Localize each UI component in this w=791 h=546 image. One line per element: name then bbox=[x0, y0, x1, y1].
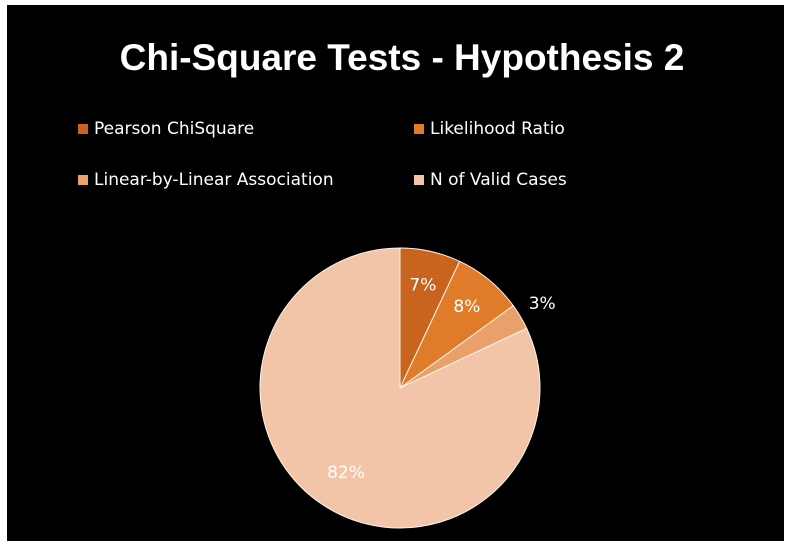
legend-swatch bbox=[414, 175, 424, 185]
data-label: 8% bbox=[453, 297, 480, 317]
chart-title: Chi-Square Tests - Hypothesis 2 bbox=[120, 37, 685, 78]
legend-swatch bbox=[78, 124, 88, 134]
data-label: 82% bbox=[327, 463, 365, 483]
legend-label: Pearson ChiSquare bbox=[94, 119, 254, 139]
legend-label: N of Valid Cases bbox=[430, 170, 567, 190]
pie-slice bbox=[259, 247, 541, 529]
data-label: 7% bbox=[409, 276, 436, 296]
legend-label: Likelihood Ratio bbox=[430, 119, 565, 139]
data-label: 3% bbox=[529, 294, 556, 314]
legend-label: Linear-by-Linear Association bbox=[94, 170, 334, 190]
legend-swatch bbox=[78, 175, 88, 185]
legend-swatch bbox=[414, 124, 424, 134]
